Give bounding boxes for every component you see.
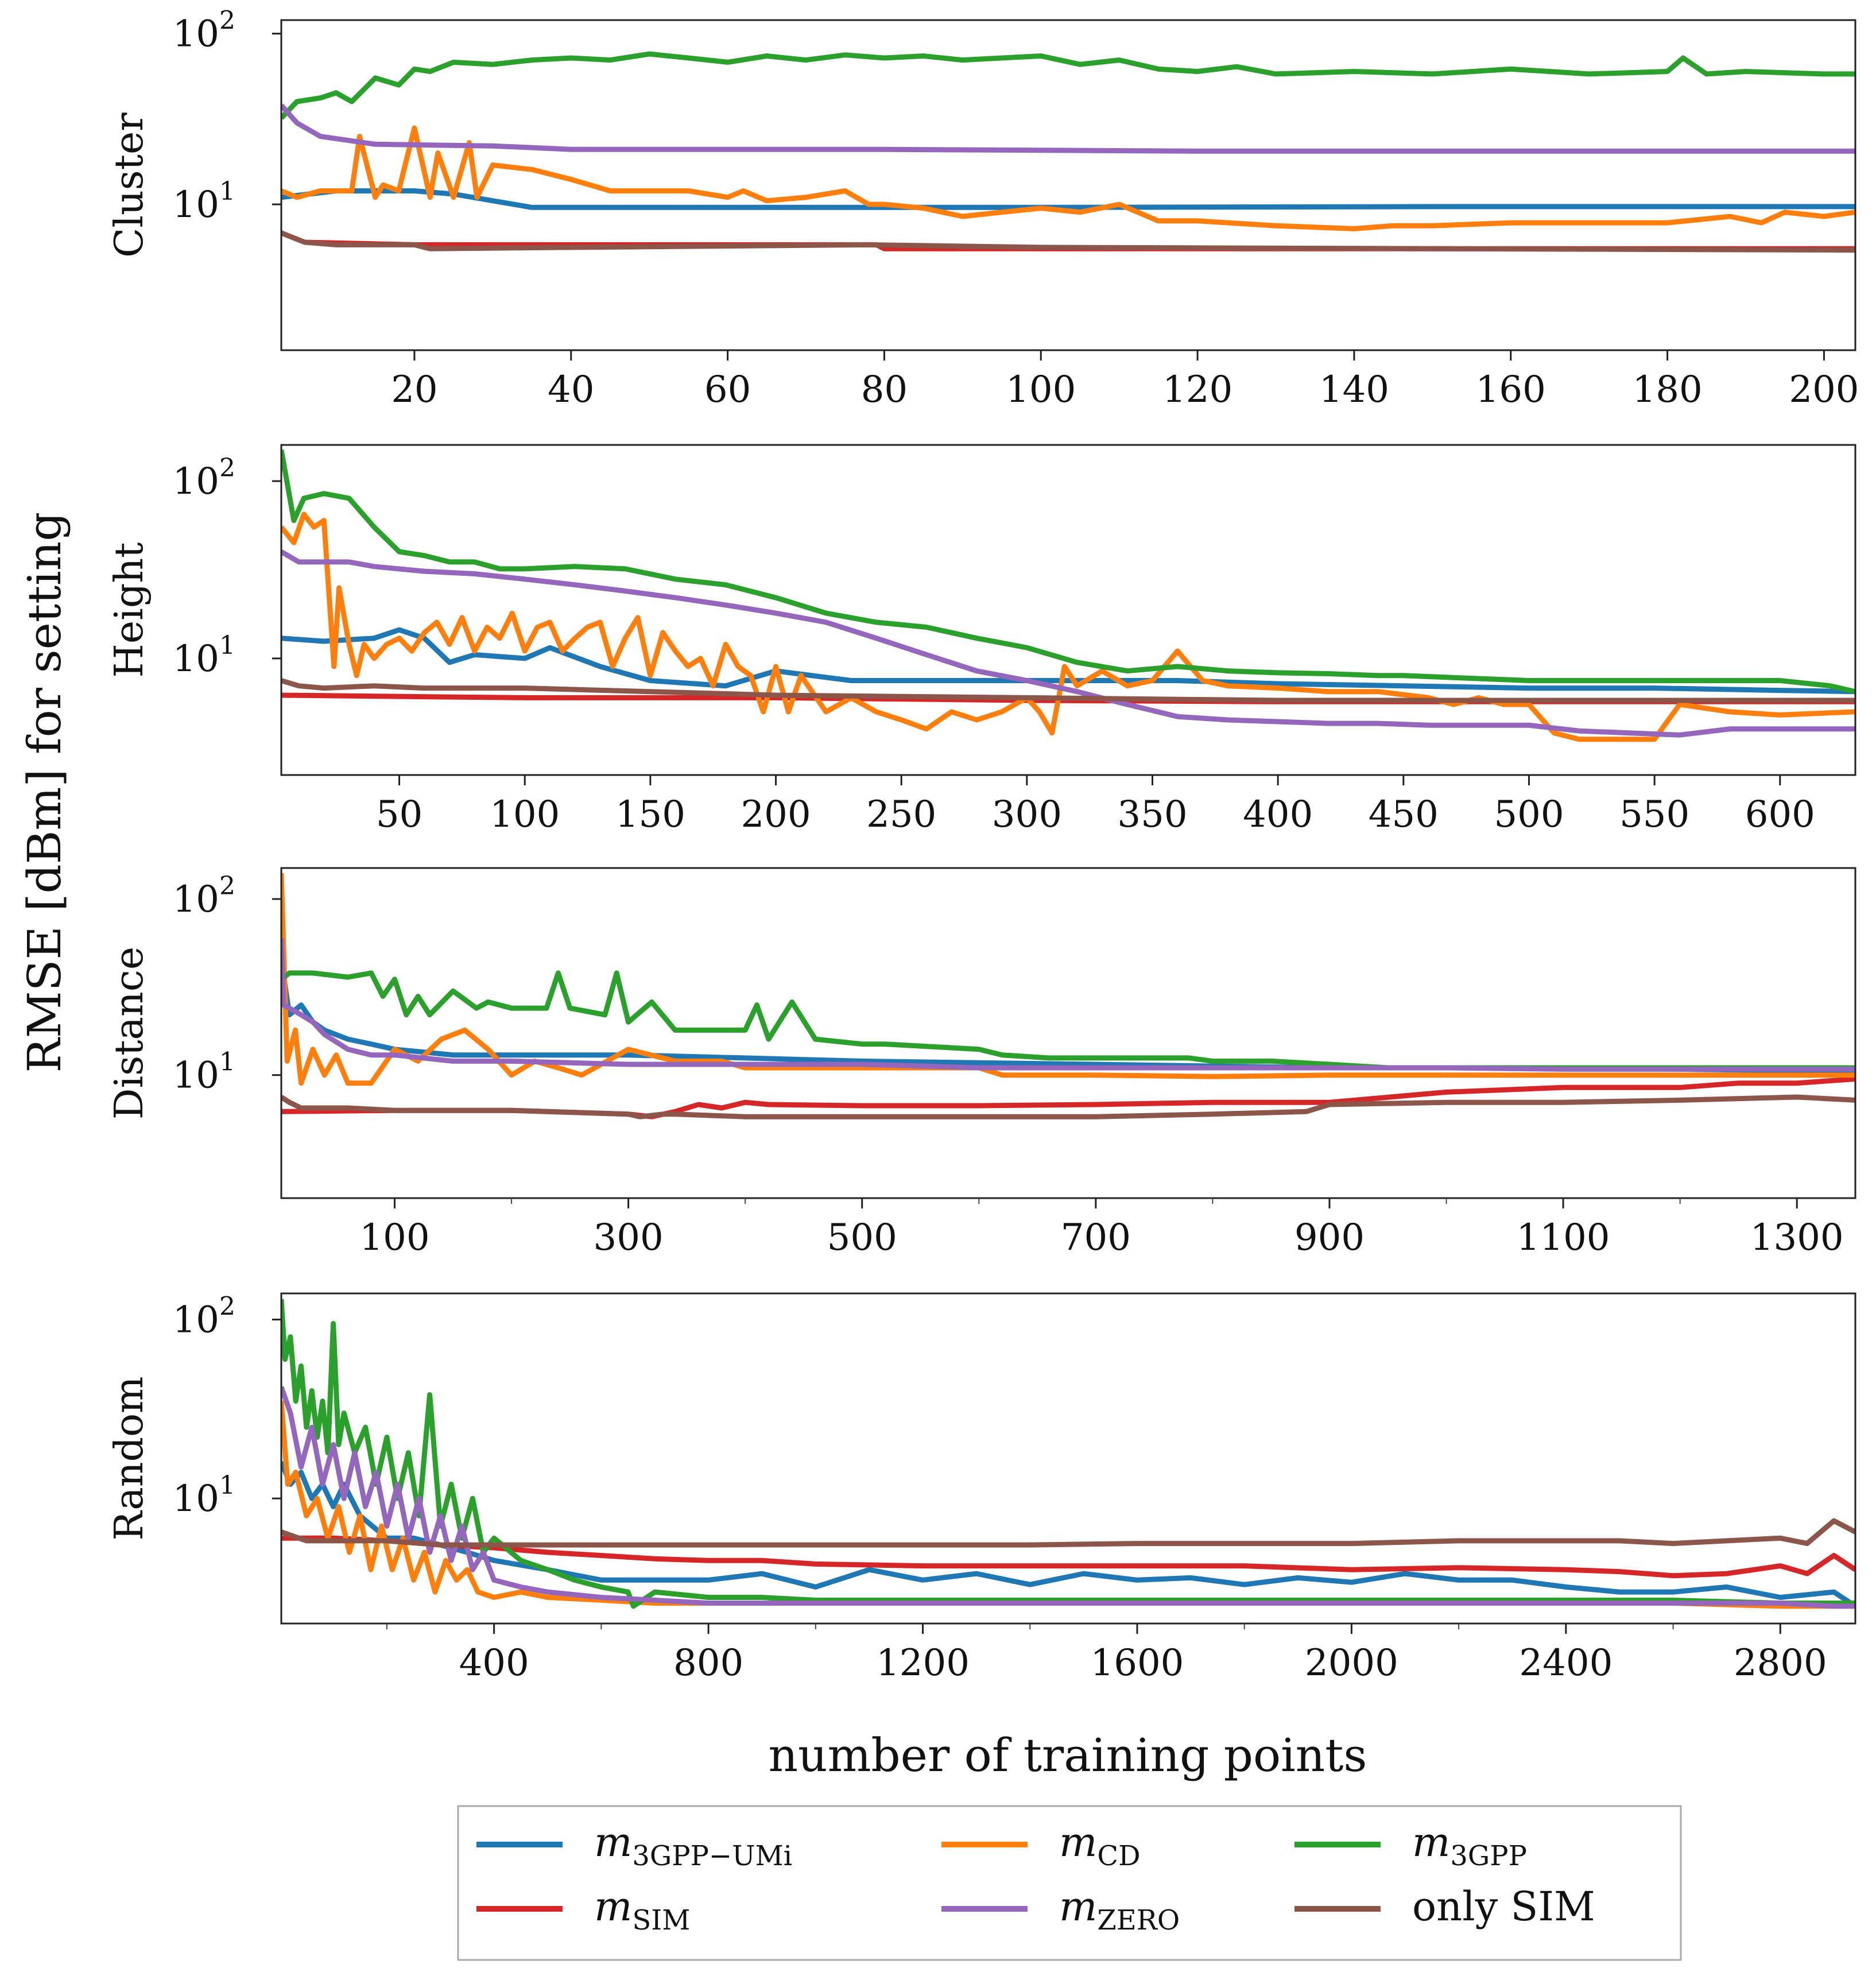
x-tick-label: 300	[992, 793, 1062, 836]
x-tick-label: 700	[1061, 1216, 1131, 1259]
plot-frame	[280, 1292, 1856, 1625]
y-tick-label: 102	[173, 454, 235, 503]
x-tick-label: 160	[1476, 369, 1546, 411]
series-line-mzero	[281, 1386, 1855, 1609]
x-tick-label: 150	[615, 793, 685, 836]
legend-entry-label: only SIM	[1412, 1883, 1595, 1930]
x-tick-label: 1600	[1091, 1642, 1184, 1684]
series-line-mzero	[281, 549, 1855, 738]
series-line-m3gpp	[281, 970, 1855, 1071]
x-tick-label: 100	[359, 1216, 429, 1259]
panel-label: Cluster	[107, 113, 152, 258]
x-tick-label: 250	[866, 793, 936, 836]
panel-distance: 100 300 500 700 900 1100 1300 101 102 Distance	[107, 867, 1856, 1259]
x-tick-label: 40	[548, 369, 594, 411]
x-tick-label: 120	[1162, 369, 1232, 411]
series-line-m3gpp	[281, 51, 1855, 120]
series-line-only-sim	[281, 1518, 1855, 1548]
x-tick-label: 350	[1117, 793, 1187, 836]
y-tick-label: 101	[173, 1048, 235, 1097]
y-tick-label: 101	[173, 177, 235, 226]
x-tick-label: 2400	[1519, 1642, 1613, 1684]
y-tick-label: 102	[173, 6, 235, 56]
x-tick-label: 600	[1745, 793, 1815, 836]
x-tick-label: 800	[673, 1642, 743, 1684]
legend-entry-label: m3GPP−UMi	[594, 1819, 792, 1872]
x-tick-label: 180	[1633, 369, 1703, 411]
y-axis-title: RMSE [dBm] for setting	[18, 512, 71, 1073]
series-line-mcd	[281, 125, 1855, 231]
legend-entry-label: m3GPP	[1412, 1819, 1527, 1872]
legend-box	[457, 1805, 1682, 1961]
panel-height: 50 100 150 200 250 300 350 400 450 500 550 600 101 10…	[107, 444, 1856, 836]
series-line-m3gpp-umi	[281, 959, 1855, 1074]
series-line-only-sim	[281, 230, 1855, 253]
y-tick-label: 102	[173, 1292, 235, 1342]
x-tick-label: 200	[741, 793, 811, 836]
legend-entry-label: mZERO	[1059, 1883, 1180, 1936]
panel-label: Random	[107, 1376, 152, 1540]
legend: m3GPP−UMi mCD m3GPP mSIM mZERO only SIM	[457, 1805, 1682, 1961]
x-tick-label: 450	[1369, 793, 1439, 836]
x-tick-label: 60	[704, 369, 751, 411]
chart-panels: 20 40 60 80 100 120 140 160 180 200 101 102 Cluster 5…	[107, 6, 1859, 1684]
x-tick-label: 1200	[876, 1642, 970, 1684]
x-tick-label: 2800	[1734, 1642, 1827, 1684]
x-tick-label: 80	[861, 369, 908, 411]
y-tick-label: 101	[173, 631, 235, 680]
x-tick-label: 200	[1789, 369, 1859, 411]
plot-frame	[280, 19, 1856, 351]
x-axis-title: number of training points	[769, 1729, 1367, 1782]
x-tick-label: 50	[376, 793, 423, 836]
panel-label: Distance	[107, 947, 152, 1119]
x-tick-label: 400	[1243, 793, 1313, 836]
series-line-mzero	[281, 103, 1855, 154]
series-line-mzero	[281, 937, 1855, 1072]
panel-label: Height	[107, 543, 152, 678]
series-line-mcd	[281, 873, 1855, 1086]
x-tick-label: 300	[594, 1216, 664, 1259]
series-line-only-sim	[281, 1094, 1855, 1119]
series-line-m3gpp	[281, 449, 1855, 695]
x-tick-label: 1300	[1750, 1216, 1844, 1259]
x-tick-label: 100	[490, 793, 560, 836]
plot-frame	[280, 867, 1856, 1199]
series-line-msim	[281, 1535, 1855, 1579]
x-tick-label: 900	[1294, 1216, 1365, 1259]
x-tick-label: 140	[1319, 369, 1389, 411]
plot-frame	[280, 444, 1856, 776]
series-line-m3gpp	[281, 1299, 1855, 1609]
x-tick-label: 2000	[1305, 1642, 1398, 1684]
legend-entry-label: mSIM	[594, 1883, 690, 1936]
series-line-only-sim	[281, 678, 1855, 703]
x-tick-label: 400	[459, 1642, 529, 1684]
panel-random: 400 800 1200 1600 2000 2400 2800 101 102 Random	[107, 1292, 1856, 1684]
x-tick-label: 100	[1006, 369, 1076, 411]
y-tick-label: 101	[173, 1471, 235, 1520]
x-tick-label: 550	[1619, 793, 1689, 836]
series-line-m3gpp-umi	[281, 188, 1855, 210]
x-tick-label: 500	[827, 1216, 897, 1259]
legend-entry-label: mCD	[1059, 1819, 1141, 1872]
x-tick-label: 1100	[1517, 1216, 1610, 1259]
series-line-mcd	[281, 512, 1855, 742]
series-line-m3gpp-umi	[281, 1460, 1855, 1609]
y-tick-label: 102	[173, 871, 235, 921]
panel-cluster: 20 40 60 80 100 120 140 160 180 200 101 102 Cluster	[107, 6, 1859, 411]
x-tick-label: 20	[391, 369, 437, 411]
x-tick-label: 500	[1494, 793, 1564, 836]
